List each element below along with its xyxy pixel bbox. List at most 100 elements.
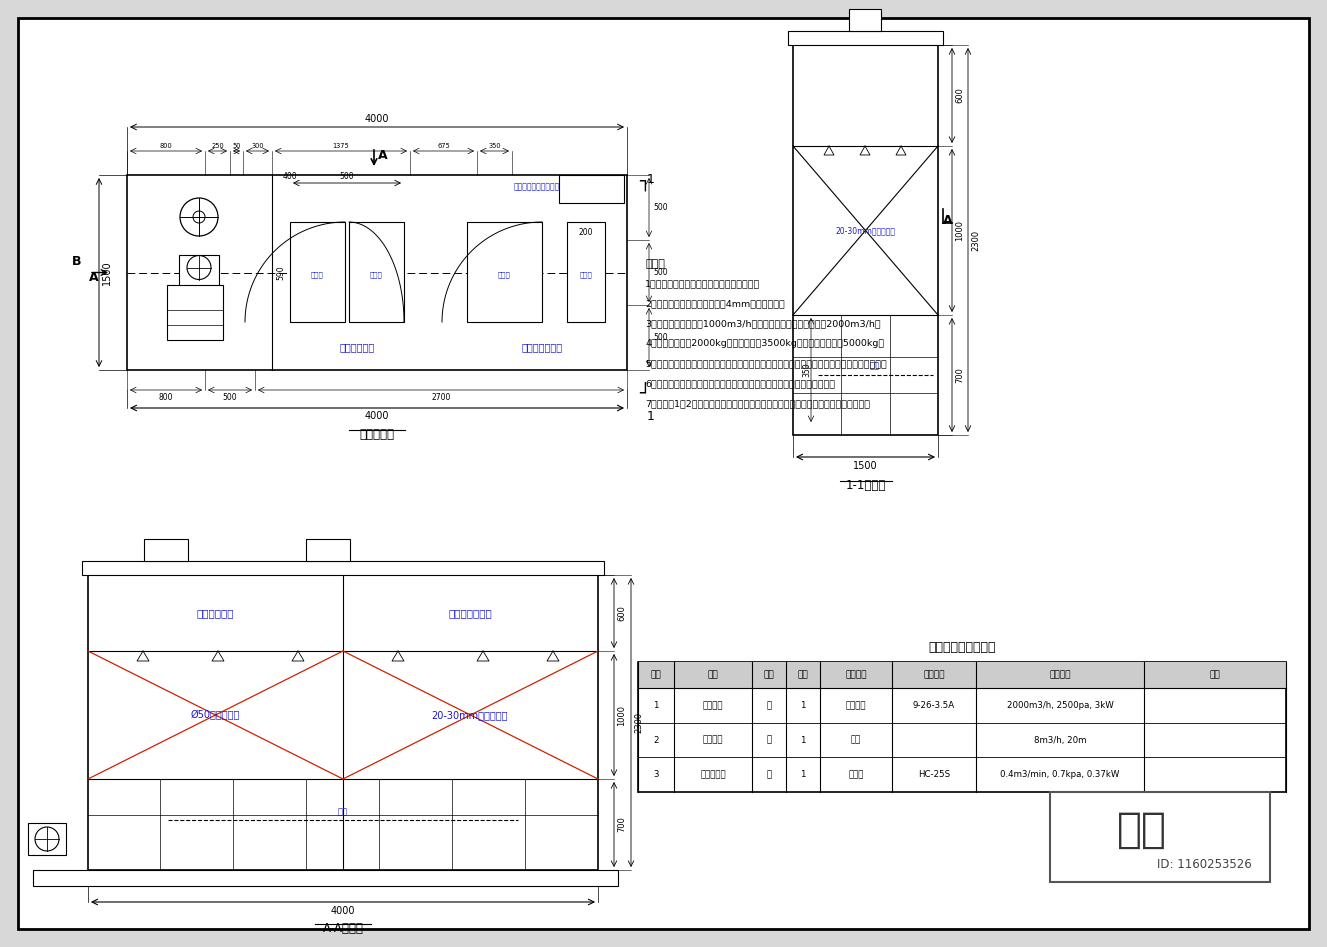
Text: 备注: 备注 <box>1210 670 1221 680</box>
Text: 1: 1 <box>648 410 656 423</box>
Text: Ø50多面空心球: Ø50多面空心球 <box>190 710 240 720</box>
Text: 250: 250 <box>211 143 224 149</box>
Text: 1: 1 <box>653 701 658 710</box>
Text: 爬梯（根据规范制作）: 爬梯（根据规范制作） <box>514 182 560 191</box>
Bar <box>145 539 188 561</box>
Text: 百事得: 百事得 <box>848 770 864 779</box>
Text: 规格参数: 规格参数 <box>1050 670 1071 680</box>
Text: 设备厂家: 设备厂家 <box>845 670 867 680</box>
Text: 6、钢板部分应满焊，达到防水要求，槽钢部分焊接应满足结构稳定要求；: 6、钢板部分应满焊，达到防水要求，槽钢部分焊接应满足结构稳定要求； <box>645 379 835 388</box>
Bar <box>567 222 605 322</box>
Bar <box>88 575 598 870</box>
Text: 排风口: 排风口 <box>580 271 592 277</box>
Text: 50: 50 <box>232 143 240 149</box>
Text: ┘: ┘ <box>640 385 650 403</box>
Bar <box>467 222 541 322</box>
Text: 4000: 4000 <box>365 114 389 124</box>
Text: 800: 800 <box>159 143 173 149</box>
Text: 1: 1 <box>800 701 805 710</box>
Text: 675: 675 <box>437 143 450 149</box>
Text: 系统主要设备一览表: 系统主要设备一览表 <box>929 641 995 654</box>
Text: 500: 500 <box>653 268 667 277</box>
Text: 500: 500 <box>340 172 354 181</box>
Text: ID: 1160253526: ID: 1160253526 <box>1157 857 1251 870</box>
Text: A-A剖面图: A-A剖面图 <box>322 922 364 935</box>
Text: 3: 3 <box>653 770 658 779</box>
Text: 350: 350 <box>488 143 500 149</box>
Bar <box>307 539 350 561</box>
Text: 离心风机: 离心风机 <box>703 701 723 710</box>
Text: 回转式风机: 回转式风机 <box>701 770 726 779</box>
Text: （生物洗涤区）: （生物洗涤区） <box>449 608 492 618</box>
Text: 台: 台 <box>767 770 771 779</box>
Text: 水位: 水位 <box>338 807 348 816</box>
Text: 200: 200 <box>579 228 593 237</box>
Text: 知末: 知末 <box>1117 809 1168 850</box>
Bar <box>33 870 618 886</box>
Text: 400: 400 <box>283 172 297 181</box>
Text: 300: 300 <box>251 143 264 149</box>
Text: 2300: 2300 <box>971 229 981 251</box>
Bar <box>638 662 1286 792</box>
Text: 4000: 4000 <box>365 411 389 421</box>
Text: 1375: 1375 <box>333 143 349 149</box>
Text: 20-30mm火山岩滤料: 20-30mm火山岩滤料 <box>836 226 896 235</box>
Text: 九州普惠: 九州普惠 <box>845 701 867 710</box>
Text: 维修口: 维修口 <box>370 271 384 277</box>
Text: 1: 1 <box>800 736 805 744</box>
Text: 1000: 1000 <box>955 220 963 241</box>
Text: 20-30mm火山岩滤料: 20-30mm火山岩滤料 <box>431 710 508 720</box>
Text: 0.4m3/min, 0.7kpa, 0.37kW: 0.4m3/min, 0.7kpa, 0.37kW <box>1001 770 1120 779</box>
Text: 500: 500 <box>223 393 238 402</box>
Text: 600: 600 <box>955 87 963 103</box>
Text: 数量: 数量 <box>798 670 808 680</box>
Text: 2000m3/h, 2500pa, 3kW: 2000m3/h, 2500pa, 3kW <box>1007 701 1113 710</box>
Text: 7、检修口1、2及喷淋液观察口应制作较好密封性能的盖子，使用水平焊接压紧开关。: 7、检修口1、2及喷淋液观察口应制作较好密封性能的盖子，使用水平焊接压紧开关。 <box>645 399 871 408</box>
Text: 600: 600 <box>617 605 626 621</box>
Bar <box>127 175 626 370</box>
Text: 单位: 单位 <box>763 670 775 680</box>
Bar <box>291 222 345 322</box>
Text: A: A <box>89 271 98 283</box>
Text: 1500: 1500 <box>102 260 111 285</box>
Text: 1: 1 <box>648 173 656 186</box>
Text: 500: 500 <box>653 203 667 212</box>
Bar <box>28 823 66 855</box>
Text: 9-26-3.5A: 9-26-3.5A <box>913 701 955 710</box>
Text: 700: 700 <box>617 816 626 832</box>
Text: 1: 1 <box>800 770 805 779</box>
Text: 350: 350 <box>803 363 812 377</box>
Bar <box>849 9 881 31</box>
Bar <box>559 175 624 203</box>
Bar <box>638 662 1286 688</box>
Text: 3、除臭装置设计规模1000m3/h，风机、喷淋系统设计规模为2000m3/h；: 3、除臭装置设计规模1000m3/h，风机、喷淋系统设计规模为2000m3/h； <box>645 319 881 328</box>
Text: 2700: 2700 <box>431 393 451 402</box>
Text: 8m3/h, 20m: 8m3/h, 20m <box>1034 736 1087 744</box>
Text: 台: 台 <box>767 701 771 710</box>
Text: 维修口: 维修口 <box>498 271 511 277</box>
Bar <box>794 45 938 435</box>
Text: 5、设备内部除锈后刷铁红底漆，环氧沥青防腐漆；设备外部除锈后刷铁红底漆，天蓝色面漆；: 5、设备内部除锈后刷铁红底漆，环氧沥青防腐漆；设备外部除锈后刷铁红底漆，天蓝色面… <box>645 359 886 368</box>
Text: A: A <box>378 149 387 162</box>
Text: 水位: 水位 <box>871 361 880 370</box>
Text: 500: 500 <box>653 333 667 342</box>
Text: 2、生物滤池为钢构结构，采用4mm的钢板焊接；: 2、生物滤池为钢构结构，采用4mm的钢板焊接； <box>645 299 784 308</box>
Text: 设备俯视图: 设备俯视图 <box>360 428 394 441</box>
Bar <box>167 285 223 340</box>
Text: 2: 2 <box>653 736 658 744</box>
Text: 590: 590 <box>276 265 285 279</box>
Bar <box>788 31 943 45</box>
Text: 喷淋水泵: 喷淋水泵 <box>703 736 723 744</box>
Text: 1000: 1000 <box>617 705 626 725</box>
Bar <box>179 255 219 291</box>
Bar <box>82 561 604 575</box>
Text: 4、空置设备约为2000kg，干填料约为3500kg，喷淋后填料约为5000kg；: 4、空置设备约为2000kg，干填料约为3500kg，喷淋后填料约为5000kg… <box>645 339 884 348</box>
Text: 型号材质: 型号材质 <box>924 670 945 680</box>
Text: 说明：: 说明： <box>645 259 665 269</box>
Text: 2300: 2300 <box>634 712 644 733</box>
Text: B: B <box>72 255 82 267</box>
Bar <box>349 222 403 322</box>
Text: （预喷淋区）: （预喷淋区） <box>340 342 374 352</box>
Text: （生物洗涤区）: （生物洗涤区） <box>522 342 563 352</box>
Bar <box>1050 792 1270 882</box>
